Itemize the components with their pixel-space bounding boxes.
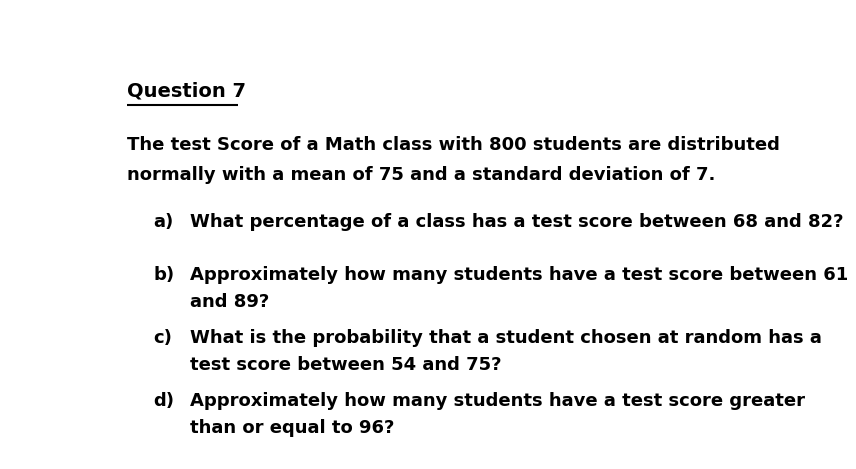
Text: b): b) [153,266,175,284]
Text: test score between 54 and 75?: test score between 54 and 75? [190,356,502,374]
Text: a): a) [153,213,174,231]
Text: normally with a mean of 75 and a standard deviation of 7.: normally with a mean of 75 and a standar… [127,166,716,184]
Text: Approximately how many students have a test score between 61: Approximately how many students have a t… [190,266,848,284]
Text: d): d) [153,392,175,410]
Text: The test Score of a Math class with 800 students are distributed: The test Score of a Math class with 800 … [127,136,780,154]
Text: Question 7: Question 7 [127,82,246,100]
Text: than or equal to 96?: than or equal to 96? [190,419,395,437]
Text: c): c) [153,329,172,347]
Text: Approximately how many students have a test score greater: Approximately how many students have a t… [190,392,805,410]
Text: and 89?: and 89? [190,293,269,311]
Text: What percentage of a class has a test score between 68 and 82?: What percentage of a class has a test sc… [190,213,843,231]
Text: What is the probability that a student chosen at random has a: What is the probability that a student c… [190,329,822,347]
